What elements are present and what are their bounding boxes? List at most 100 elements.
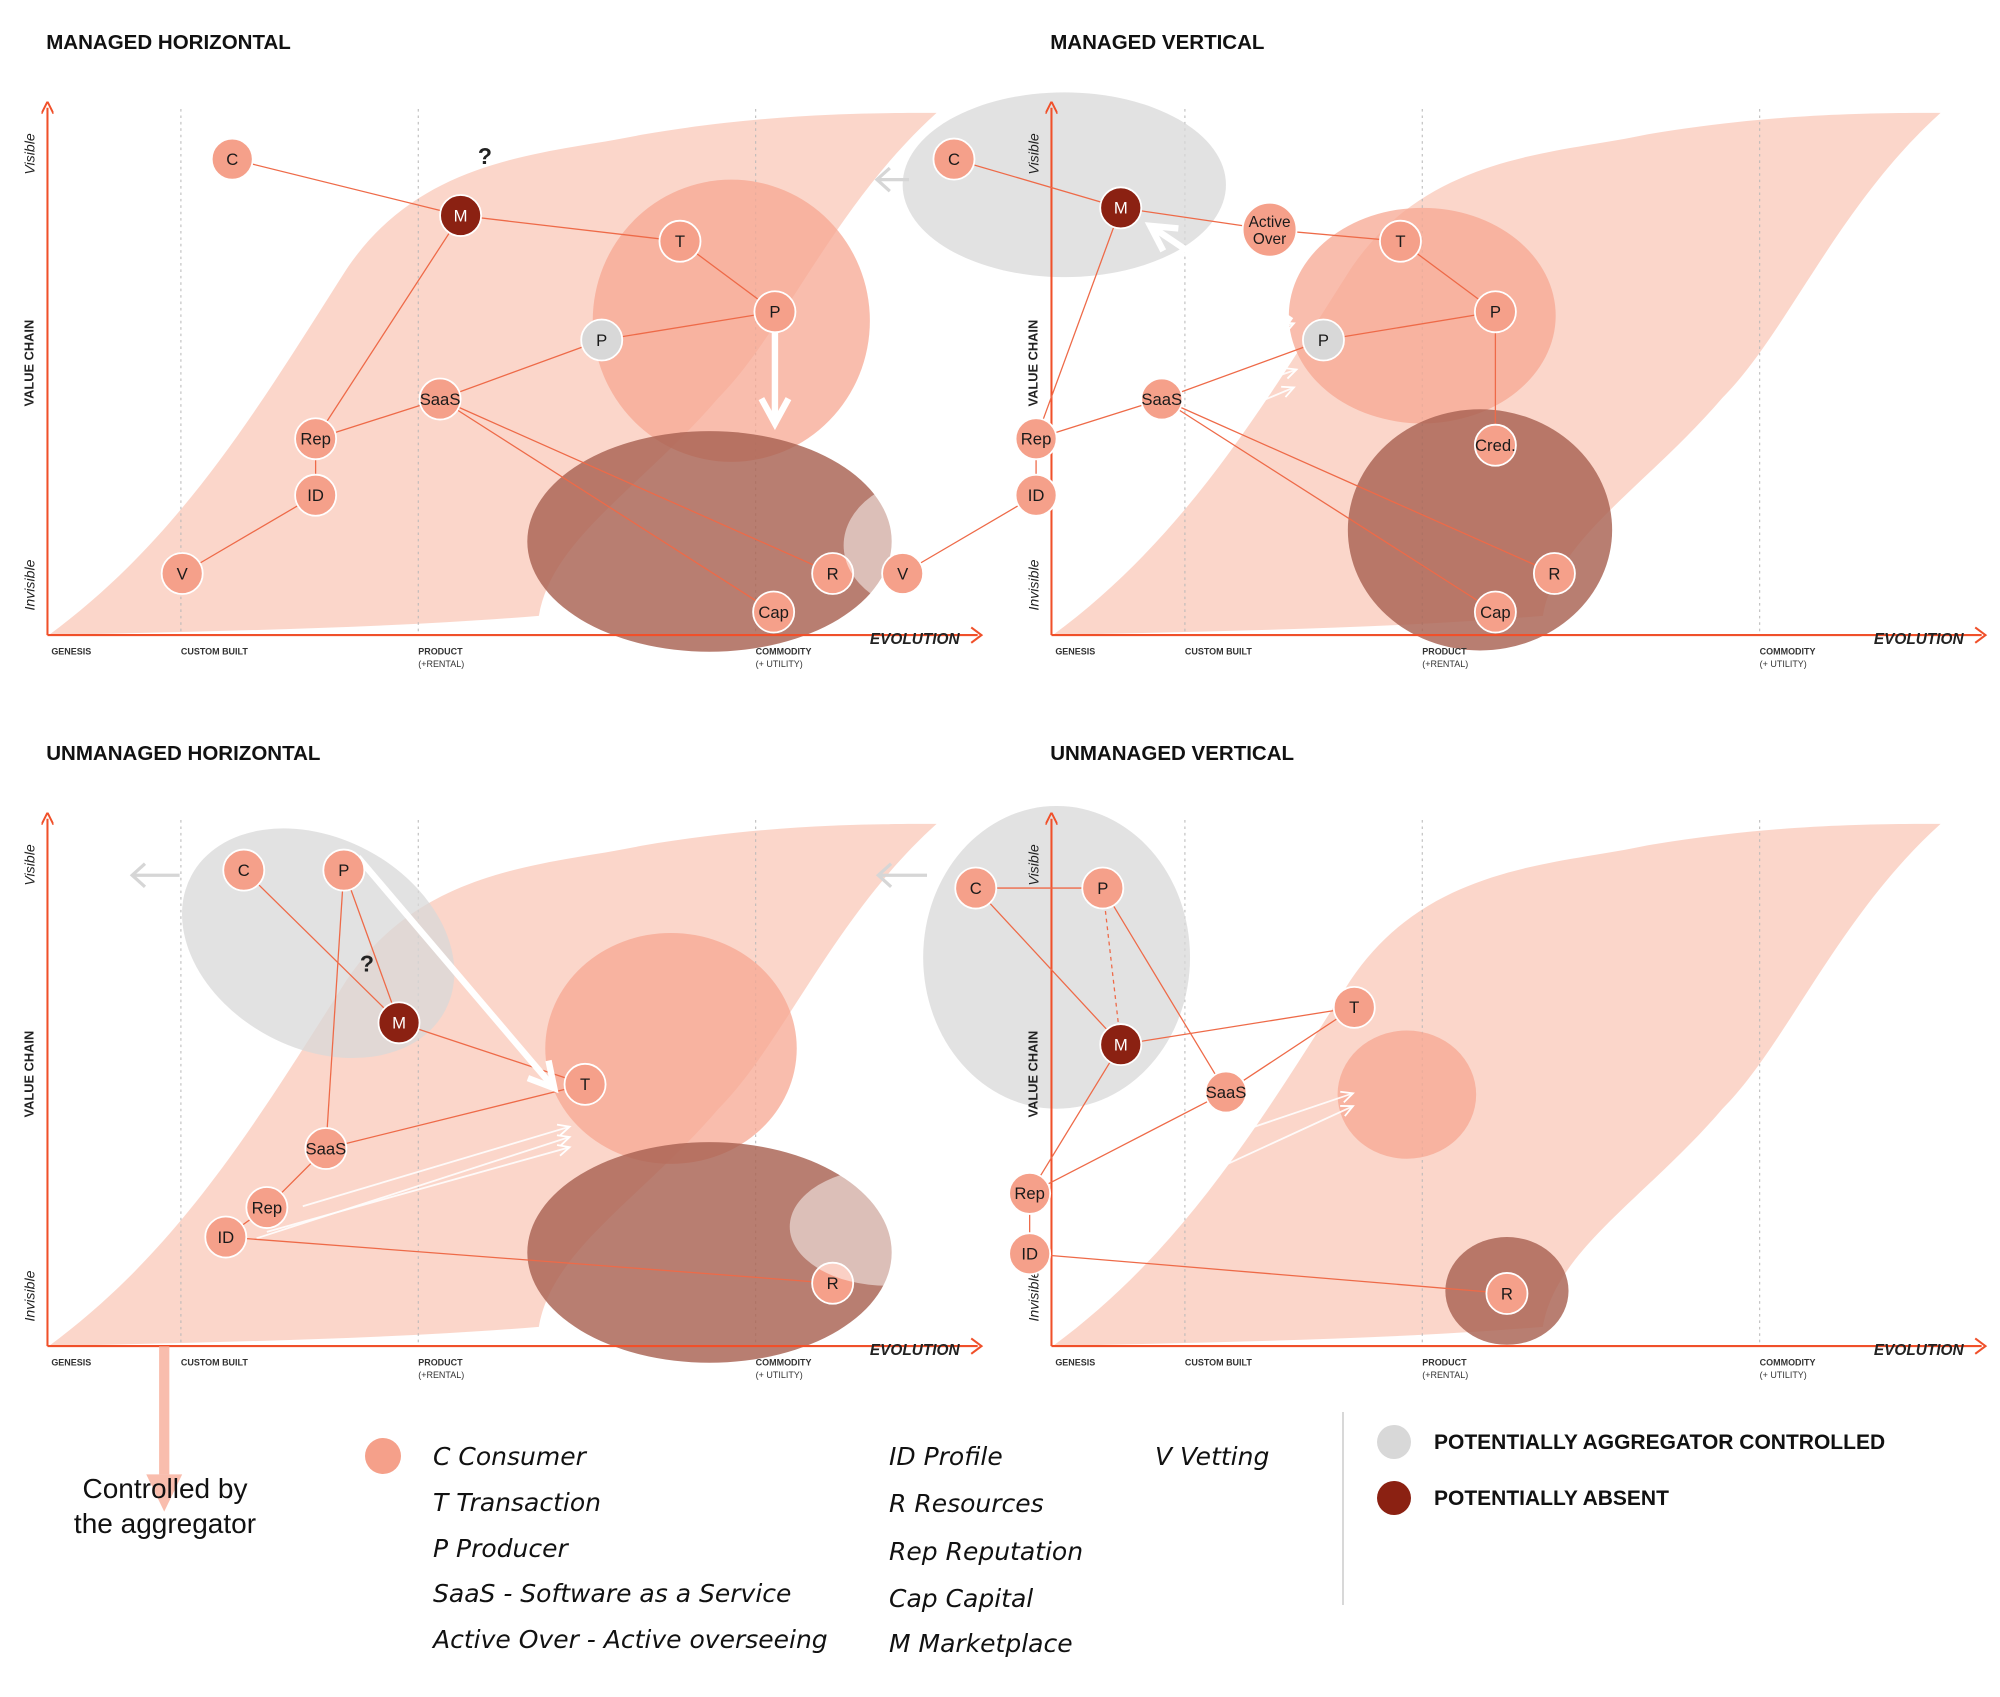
- node-circle: [222, 848, 266, 892]
- connection-line: [1161, 339, 1324, 400]
- node-circle: [160, 552, 204, 595]
- connection-line: [1323, 311, 1496, 341]
- node-r: R: [1532, 552, 1576, 595]
- node-c: C: [932, 137, 976, 181]
- node-circle: [1332, 985, 1376, 1029]
- node-circle: [1140, 377, 1184, 421]
- node-circle: [1008, 1232, 1052, 1276]
- stage-label: COMMODITY: [1760, 646, 1816, 656]
- evolution-band: [1052, 823, 1941, 1347]
- node-label: ID: [217, 1228, 234, 1247]
- node-id: ID: [294, 473, 338, 517]
- component-region: [527, 431, 892, 652]
- node-cred: Cred.: [1473, 423, 1517, 467]
- node-circle: [204, 1215, 248, 1259]
- shift-arrow: [1148, 223, 1294, 324]
- stage-sublabel: (+RENTAL): [418, 1370, 464, 1380]
- stage-label: GENESIS: [51, 646, 91, 656]
- node-circle: [1473, 590, 1517, 634]
- node-p2: P: [580, 318, 624, 362]
- node-label: ID: [1021, 1244, 1038, 1263]
- controlled-arrow-shaft: [159, 1346, 170, 1475]
- legend-status-label: POTENTIALLY AGGREGATOR CONTROLLED: [1434, 1431, 1885, 1454]
- node-id: ID: [1008, 1232, 1052, 1276]
- node-m: M: [1099, 1023, 1143, 1067]
- component-region: [545, 932, 797, 1164]
- connection-line: [439, 339, 602, 400]
- node-label: SaaS: [1206, 1083, 1247, 1102]
- y-axis-title: VALUE CHAIN: [21, 1031, 36, 1118]
- stage-label: PRODUCT: [418, 646, 463, 656]
- stage-sublabel: (+ UTILITY): [1760, 659, 1807, 669]
- movement-arrowhead: [1281, 385, 1296, 398]
- node-p1: P: [1473, 290, 1517, 334]
- node-circle: [322, 848, 366, 892]
- component-region: [527, 1142, 892, 1363]
- legend-entry: P Producer: [433, 1534, 570, 1563]
- aggregator-region: [923, 805, 1191, 1109]
- node-label: T: [1349, 998, 1359, 1017]
- component-region: [789, 1167, 985, 1286]
- node-label: SaaS: [306, 1139, 347, 1158]
- connection-line: [1161, 398, 1555, 575]
- node-label: R: [827, 564, 839, 583]
- y-axis-visible-label: Visible: [22, 133, 38, 174]
- node-c: C: [222, 848, 266, 892]
- shift-arrowhead: [1144, 222, 1179, 253]
- connection-line: [1035, 398, 1163, 440]
- node-label: C: [226, 150, 238, 169]
- legend-status-swatch: [1377, 1425, 1411, 1459]
- connection-line: [1029, 1044, 1122, 1194]
- y-axis-visible-label: Visible: [1026, 133, 1042, 174]
- node-p: P: [1081, 866, 1125, 910]
- node-m: M: [1099, 186, 1143, 230]
- y-axis-invisible-label: Invisible: [22, 1270, 38, 1321]
- node-circle: [580, 318, 624, 362]
- movement-arrow: [1057, 1105, 1354, 1243]
- outward-arrowhead: [874, 166, 891, 193]
- stage-label: COMMODITY: [756, 646, 812, 656]
- movement-arrow: [1060, 386, 1295, 486]
- stage-label: COMMODITY: [756, 1357, 812, 1367]
- node-label: V: [177, 564, 189, 583]
- x-axis-arrowhead: [970, 626, 984, 644]
- node-label: SaaS: [420, 390, 461, 409]
- node-circle: [954, 866, 998, 910]
- legend-entry: V Vetting: [1155, 1442, 1269, 1471]
- node-m: M: [377, 1001, 421, 1045]
- connection-line: [439, 398, 774, 613]
- node-t: T: [1332, 985, 1376, 1029]
- legend-status-label: POTENTIALLY ABSENT: [1434, 1487, 1669, 1510]
- node-saas: SaaS: [304, 1127, 348, 1170]
- node-id: ID: [1014, 473, 1058, 517]
- node-circle: [1302, 318, 1345, 362]
- node-label: T: [675, 232, 685, 251]
- node-c: C: [954, 866, 998, 910]
- node-circle: [1014, 473, 1058, 517]
- node-v: V: [881, 552, 925, 595]
- node-circle: [1099, 186, 1143, 230]
- question-mark: ?: [360, 950, 374, 976]
- node-circle: [1532, 552, 1576, 595]
- x-axis-title: EVOLUTION: [870, 1342, 961, 1359]
- node-circle: [752, 590, 796, 634]
- panel-title: MANAGED HORIZONTAL: [46, 31, 291, 54]
- y-axis-title: VALUE CHAIN: [1025, 320, 1040, 407]
- connection-line: [343, 869, 400, 1023]
- node-circle: [658, 219, 702, 263]
- connection-line: [439, 398, 833, 575]
- stage-label: CUSTOM BUILT: [181, 1357, 248, 1367]
- node-circle: [1014, 417, 1058, 461]
- controlled-arrow-head: [146, 1474, 183, 1512]
- connection-line: [1225, 1006, 1355, 1093]
- connection-line: [325, 1083, 586, 1150]
- connection-line: [325, 870, 345, 1149]
- node-t: T: [1379, 219, 1422, 263]
- dashed-connection: [1102, 887, 1122, 1045]
- movement-arrowhead: [556, 1123, 572, 1137]
- stage-sublabel: (+RENTAL): [1422, 1370, 1468, 1380]
- movement-arrowhead: [1281, 321, 1296, 334]
- shift-arrowhead: [758, 397, 792, 431]
- node-cap: Cap: [1473, 590, 1517, 634]
